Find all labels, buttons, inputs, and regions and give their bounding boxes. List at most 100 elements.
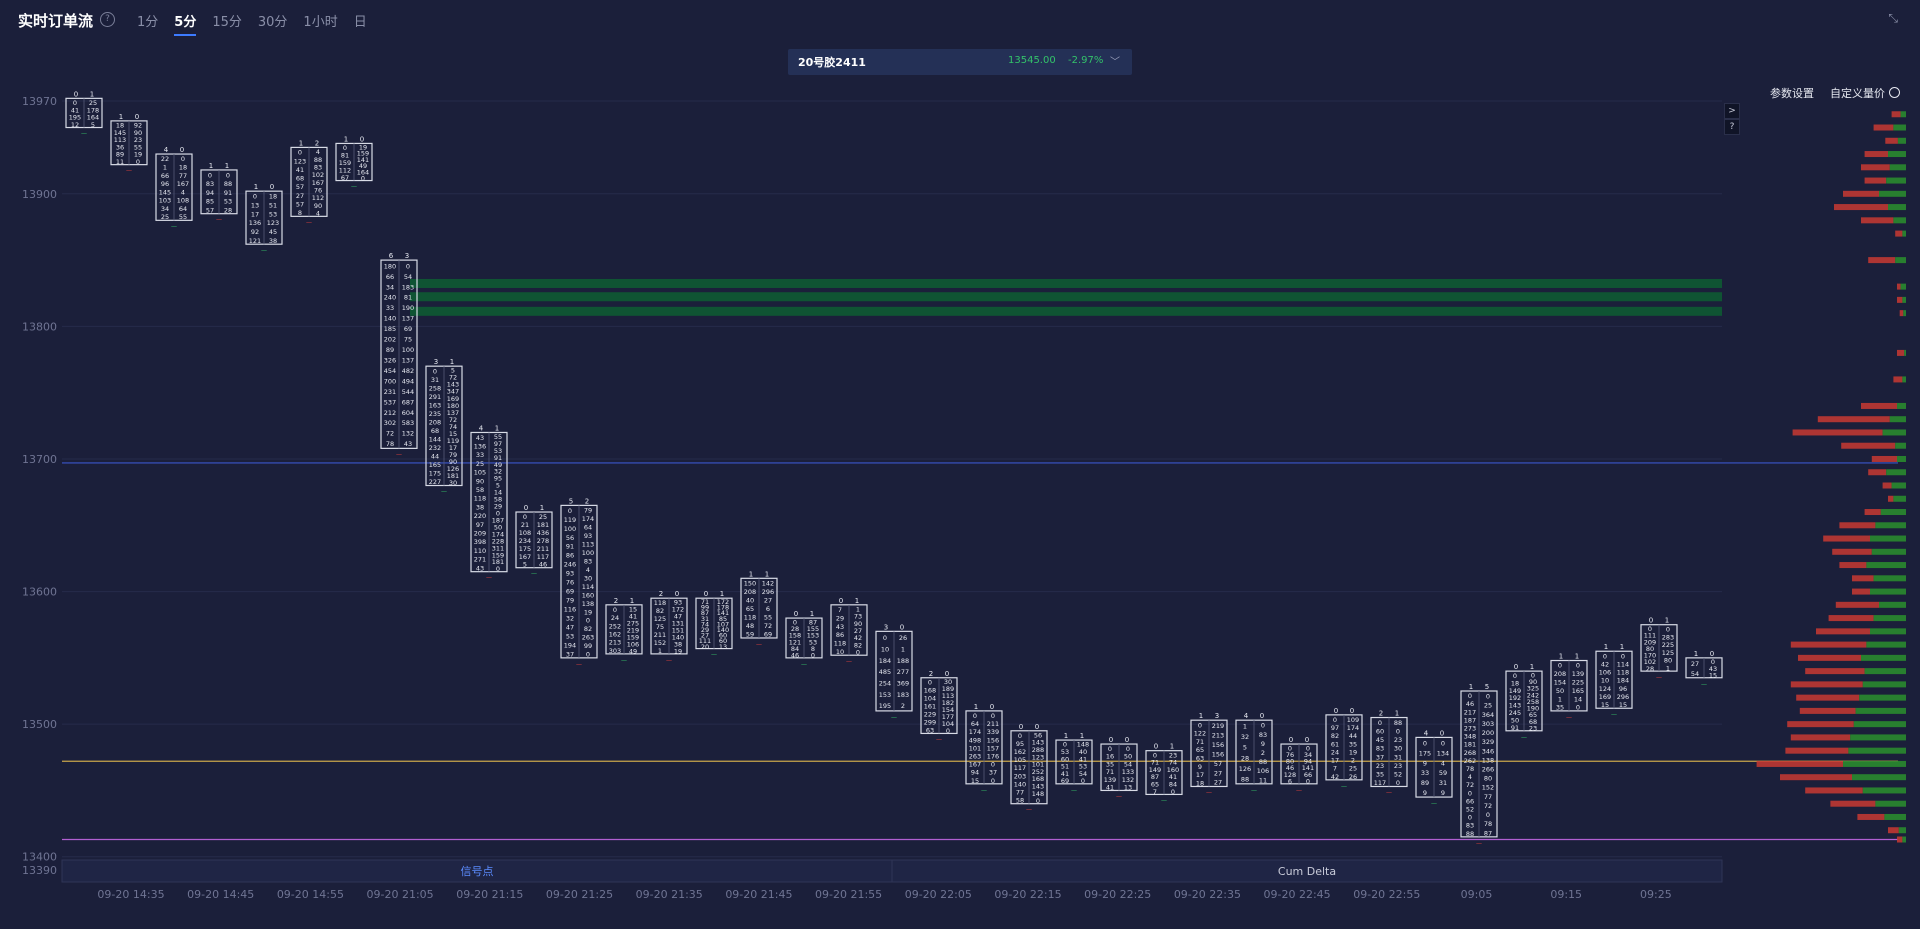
bid-volume-label: 0 [1288,744,1292,752]
bar-head-left: 3 [434,358,438,366]
bid-volume-label: 69 [1061,777,1069,785]
ask-volume-label: 74 [1169,759,1177,767]
bid-volume-label: 162 [609,630,621,638]
ask-volume-label: 53 [1079,763,1087,771]
bar-head-right: 3 [1215,712,1219,720]
tab-15min[interactable]: 15分 [212,15,242,30]
bid-volume-label: 0 [883,634,887,642]
question-circle-icon[interactable]: ? [100,12,115,27]
ask-volume-label: 51 [269,201,277,209]
ask-volume-label: 54 [1124,760,1132,768]
ask-volume-label: 102 [312,171,324,179]
ask-volume-label: 64 [584,524,592,532]
ask-volume-label: 25 [1484,702,1492,710]
bid-volume-label: 22 [161,155,169,163]
tab-1hour[interactable]: 1小时 [303,15,338,30]
bid-volume-label: 162 [1014,748,1026,756]
bid-volume-label: 1 [658,647,662,655]
ask-volume-label: 112 [312,194,324,202]
profile-buy-bar [1850,734,1906,741]
bar-head-left: 2 [1379,710,1383,718]
bid-volume-label: 68 [431,427,439,435]
ask-volume-label: 13 [719,643,727,651]
chevron-right-icon[interactable]: > [1724,103,1740,119]
profile-sell-bar [1893,376,1903,383]
bid-volume-label: 159 [339,159,351,167]
bid-volume-label: 119 [564,516,576,524]
profile-sell-bar [1868,257,1896,264]
bid-volume-label: 50 [1511,717,1519,725]
profile-sell-bar [1852,575,1874,582]
bid-volume-label: 268 [1464,749,1476,757]
bar-head-right: 1 [1575,653,1579,661]
bar-head-left: 1 [974,703,978,711]
ask-volume-label: 30 [944,678,952,686]
bid-volume-label: 66 [161,172,169,180]
ask-volume-label: 74 [449,423,457,431]
ask-volume-label: 35 [1349,740,1357,748]
x-tick-label: 09-20 21:15 [456,888,523,901]
bid-volume-label: 209 [1644,638,1656,646]
bid-volume-label: 58 [1016,797,1024,805]
ask-volume-label: 266 [1482,765,1494,773]
bid-volume-label: 209 [474,530,486,538]
profile-sell-bar [1888,827,1899,834]
bid-volume-label: 110 [474,547,486,555]
ask-volume-label: 40 [1079,748,1087,756]
bid-volume-label: 252 [609,622,621,630]
bid-volume-label: 113 [114,136,126,144]
profile-sell-bar [1861,217,1894,224]
ask-volume-label: 252 [1032,768,1044,776]
ask-volume-label: 9 [1441,789,1445,797]
ask-volume-label: 6 [766,605,770,613]
profile-buy-bar [1900,111,1906,118]
bar-head-left: 0 [839,597,843,605]
ask-volume-label: 25 [539,513,547,521]
bid-volume-label: 126 [1239,765,1251,773]
bid-volume-label: 48 [746,622,754,630]
bid-volume-label: 17 [1331,757,1339,765]
ask-volume-label: 189 [942,685,954,693]
ask-volume-label: 0 [1486,811,1490,819]
profile-sell-bar [1864,177,1887,184]
bar-head-right: 2 [315,139,319,147]
profile-sell-bar [1864,151,1888,158]
profile-buy-bar [1870,588,1906,595]
help-nav-button[interactable]: ? [1724,119,1740,135]
bid-volume-label: 13 [251,201,259,209]
bid-volume-label: 185 [384,325,396,333]
ask-volume-label: 53 [494,447,502,455]
bid-volume-label: 71 [701,598,709,606]
bar-head-right: 1 [1395,710,1399,718]
ask-volume-label: 140 [717,626,729,634]
settings-button[interactable]: 参数设置 [1770,87,1814,100]
custom-volume-price-button[interactable]: 自定义量价 [1830,85,1900,101]
ask-volume-label: 90 [1529,678,1537,686]
ask-volume-label: 69 [404,325,412,333]
collapse-arrows-icon[interactable]: ⤡ [1888,11,1898,25]
bid-volume-label: 92 [251,228,259,236]
ask-volume-label: 114 [1617,660,1629,668]
tab-30min[interactable]: 30分 [257,15,288,30]
tab-day[interactable]: 日 [353,15,367,30]
ask-volume-label: 79 [584,507,592,515]
ask-volume-label: 15 [1619,701,1627,709]
instrument-selector[interactable]: 20号胶2411 13545.00 -2.97% ﹀ [788,49,1132,75]
tab-5min[interactable]: 5分 [174,11,197,36]
ask-volume-label: 142 [762,580,774,588]
ask-volume-label: 19 [359,144,367,152]
bid-volume-label: 0 [253,193,257,201]
bid-volume-label: 11 [116,158,124,166]
bid-volume-label: 66 [386,273,394,281]
ask-volume-label: 77 [1484,793,1492,801]
ask-volume-label: 76 [314,187,322,195]
ask-volume-label: 90 [314,202,322,210]
ask-volume-label: 137 [402,315,414,323]
ask-volume-label: 190 [1527,705,1539,713]
bar-head-left: 1 [1604,643,1608,651]
bid-volume-label: 170 [1644,652,1656,660]
bid-volume-label: 53 [1061,748,1069,756]
bid-volume-label: 104 [924,695,936,703]
ask-volume-label: 311 [492,544,504,552]
tab-1min[interactable]: 1分 [137,15,159,30]
